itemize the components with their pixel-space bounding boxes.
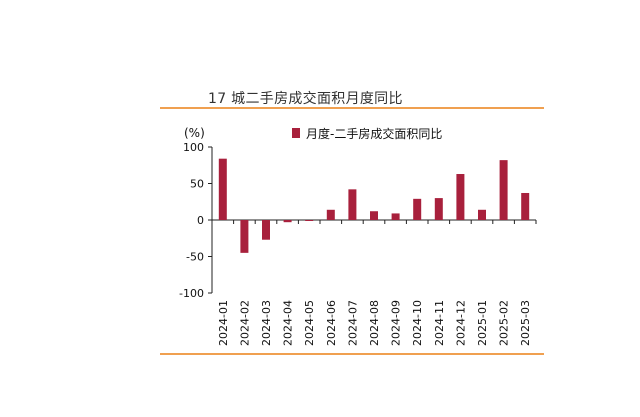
bar: [326, 209, 335, 220]
x-tick-label: 2024-10: [411, 300, 424, 346]
legend-label: 月度-二手房成交面积同比: [306, 126, 442, 141]
bar: [478, 209, 486, 220]
x-tick-label: 2024-02: [238, 300, 251, 346]
bar: [262, 220, 270, 240]
y-tick-label: 0: [197, 214, 204, 227]
bar: [521, 192, 530, 220]
y-tick-label: 100: [183, 141, 204, 154]
y-tick-label: 50: [190, 178, 204, 191]
legend-swatch: [292, 128, 300, 138]
x-tick-label: 2024-03: [260, 300, 273, 346]
x-tick-label: 2025-03: [519, 300, 532, 346]
x-tick-label: 2025-02: [498, 300, 511, 346]
x-tick-label: 2024-05: [303, 300, 316, 346]
bar: [240, 220, 249, 253]
x-tick-label: 2024-04: [282, 300, 295, 346]
y-tick-label: -50: [186, 251, 204, 264]
title-rule: [160, 107, 544, 109]
x-tick-label: 2024-07: [346, 300, 359, 346]
x-tick-label: 2024-01: [217, 300, 230, 346]
x-tick-label: 2024-08: [368, 300, 381, 346]
bar: [391, 213, 400, 220]
bar: [499, 160, 508, 220]
bar: [413, 198, 422, 220]
bottom-rule: [160, 353, 544, 355]
y-unit-label: (%): [184, 126, 205, 140]
bar: [305, 220, 314, 221]
bar: [283, 220, 292, 223]
bar: [370, 211, 378, 220]
x-tick-label: 2025-01: [476, 300, 489, 346]
y-tick-label: -100: [179, 287, 204, 300]
bar: [456, 174, 465, 220]
x-tick-label: 2024-09: [390, 300, 403, 346]
x-tick-label: 2024-06: [325, 300, 338, 346]
figure-title: 17 城二手房成交面积月度同比: [208, 91, 403, 107]
bar: [348, 189, 357, 220]
bar: [434, 198, 443, 220]
x-tick-label: 2024-12: [454, 300, 467, 346]
bar: [218, 158, 227, 220]
x-tick-label: 2024-11: [433, 300, 446, 346]
